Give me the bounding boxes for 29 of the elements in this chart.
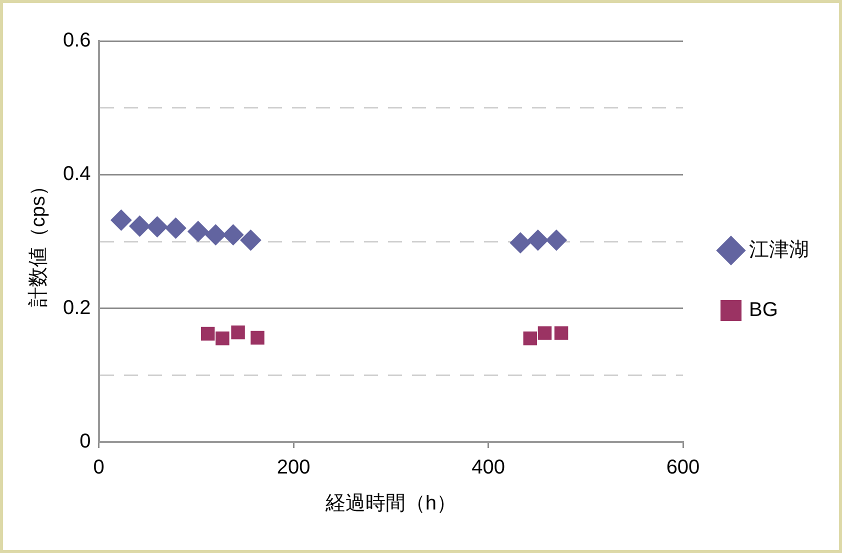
point — [216, 332, 230, 346]
point — [205, 224, 226, 246]
point — [146, 216, 168, 238]
x-tick-label: 400 — [472, 456, 505, 479]
point — [538, 326, 552, 340]
point — [200, 326, 215, 341]
x-tick-label: 600 — [666, 456, 700, 479]
y-tick-label: 0.2 — [62, 296, 91, 319]
y-tick-label: 0 — [80, 430, 91, 453]
point — [231, 326, 245, 340]
point — [165, 218, 186, 239]
point — [546, 230, 567, 251]
legend-label: 江津湖 — [749, 239, 809, 262]
y-axis-title: 計数値（cps） — [28, 176, 50, 308]
point — [129, 216, 150, 237]
point — [222, 224, 244, 246]
point — [527, 230, 548, 251]
point — [188, 220, 209, 242]
point — [523, 332, 537, 346]
point — [110, 210, 132, 231]
point — [240, 230, 262, 251]
legend-label: BG — [749, 299, 778, 322]
y-tick-label: 0.4 — [62, 163, 91, 186]
x-axis-title: 経過時間（h） — [324, 492, 456, 515]
point — [250, 330, 264, 345]
point — [554, 326, 568, 340]
x-tick-label: 200 — [276, 456, 310, 479]
y-tick-label: 0.6 — [62, 30, 91, 52]
point — [510, 232, 531, 254]
